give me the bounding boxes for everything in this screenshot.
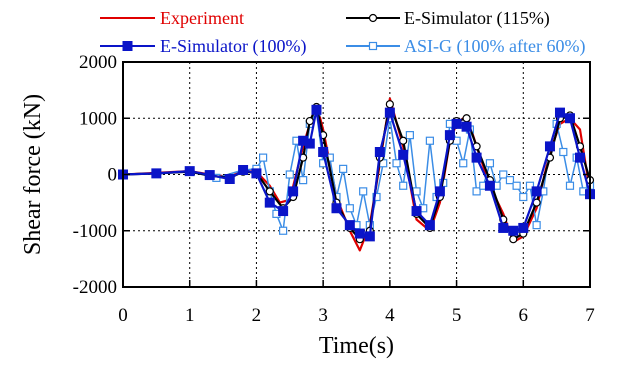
series-layer (118, 97, 595, 252)
data-point (279, 226, 288, 235)
data-point (485, 159, 495, 168)
data-point (559, 147, 568, 157)
x-tick-label: 5 (452, 305, 462, 326)
data-point (451, 118, 462, 129)
legend-entry: Experiment (100, 8, 244, 28)
data-point (399, 136, 408, 145)
data-point (484, 180, 495, 191)
data-point (331, 203, 342, 214)
data-point (392, 159, 401, 168)
data-point (339, 164, 348, 173)
data-point (344, 220, 355, 231)
legend-label: Experiment (160, 8, 244, 28)
data-point (372, 192, 381, 202)
series-2 (118, 104, 595, 242)
data-point (461, 121, 472, 132)
legend-entry: ASI-G (100% after 60%) (346, 36, 585, 57)
data-point (204, 170, 215, 181)
data-point (532, 221, 541, 230)
data-point (288, 186, 299, 197)
data-point (364, 231, 375, 242)
data-point (151, 168, 162, 179)
data-point (424, 220, 435, 231)
data-point (411, 206, 422, 217)
data-point (285, 170, 294, 179)
data-point (498, 222, 509, 233)
data-point (384, 107, 395, 118)
data-point (519, 192, 528, 202)
legend-entry: E-Simulator (100%) (100, 36, 306, 57)
legend-label: E-Simulator (100%) (160, 36, 306, 57)
data-point (508, 225, 519, 236)
data-point (434, 186, 445, 197)
data-point (354, 228, 365, 239)
data-point (265, 187, 274, 196)
data-point (509, 235, 518, 244)
data-point (459, 159, 468, 168)
data-point (472, 187, 481, 196)
data-point (318, 147, 329, 157)
data-point (259, 153, 268, 162)
x-tick-label: 2 (252, 305, 262, 326)
data-point (184, 166, 195, 177)
y-tick-label: 2000 (79, 52, 117, 73)
tick-labels: -2000 -1000 0 1000 2000 0 1 2 3 4 5 6 7 (73, 52, 595, 326)
y-tick-label: -1000 (73, 221, 117, 242)
data-point (412, 187, 421, 196)
data-point (399, 181, 408, 190)
legend-label: E-Simulator (115%) (404, 8, 550, 29)
data-point (305, 116, 314, 126)
data-point (251, 168, 262, 179)
x-axis-label: Time(s) (319, 333, 394, 359)
y-tick-label: -2000 (73, 277, 117, 298)
data-point (525, 181, 535, 190)
data-point (499, 170, 508, 179)
legend-label: ASI-G (100% after 60%) (404, 36, 585, 57)
data-point (325, 153, 334, 162)
data-point (374, 147, 385, 157)
data-point (554, 107, 565, 118)
data-point (565, 181, 575, 190)
data-point (505, 176, 515, 185)
data-point (512, 181, 521, 190)
x-tick-label: 1 (185, 305, 195, 326)
data-point (359, 187, 368, 196)
x-tick-label: 6 (519, 305, 529, 326)
y-tick-label: 0 (108, 165, 118, 186)
data-point (444, 130, 455, 141)
axis-ticks (122, 61, 591, 288)
data-point (398, 149, 409, 160)
y-tick-label: 1000 (79, 108, 117, 129)
data-point (368, 13, 378, 23)
data-point (425, 136, 434, 145)
y-axis-label: Shear force (kN) (20, 94, 46, 255)
x-tick-label: 7 (585, 305, 595, 326)
data-point (238, 165, 249, 175)
legend-entry: E-Simulator (115%) (346, 8, 550, 29)
x-tick-label: 0 (118, 305, 128, 326)
data-point (299, 176, 308, 185)
data-point (368, 41, 378, 51)
data-point (462, 114, 471, 123)
data-point (224, 174, 235, 184)
data-point (471, 152, 482, 163)
data-point (385, 100, 394, 109)
x-tick-label: 4 (385, 305, 395, 326)
data-point (278, 206, 289, 217)
data-point (518, 222, 529, 233)
data-point (405, 131, 414, 140)
data-point (564, 113, 575, 124)
data-point (544, 141, 555, 152)
x-tick-label: 3 (318, 305, 328, 326)
data-point (264, 197, 275, 208)
data-point (122, 41, 133, 51)
data-point (311, 104, 322, 115)
data-point (531, 186, 542, 197)
data-point (345, 204, 354, 213)
data-point (304, 138, 315, 149)
legend: Experiment E-Simulator (115%) E-Simulator … (100, 8, 585, 57)
data-point (574, 152, 585, 163)
